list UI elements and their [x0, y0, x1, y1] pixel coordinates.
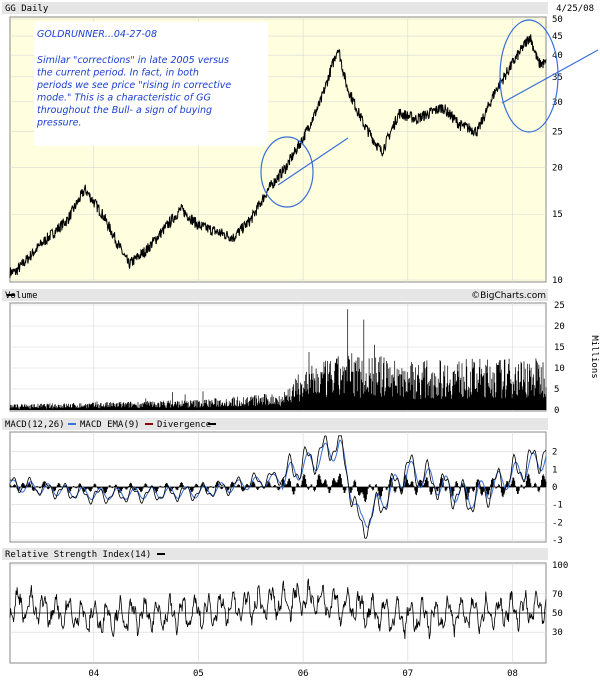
- macd-tick-label: -3: [552, 536, 563, 546]
- price-tick-label: 15: [552, 210, 563, 220]
- price-header-bar: [2, 2, 548, 14]
- price-tick-label: 40: [552, 51, 563, 61]
- macd-tick-label: -2: [552, 518, 563, 528]
- price-panel-title: GG Daily: [5, 4, 49, 14]
- macd-header-bar: [2, 418, 548, 430]
- rsi-header-bar: [2, 548, 548, 560]
- volume-legend-swatch: [7, 294, 15, 296]
- annotation-box: [34, 22, 268, 146]
- annotation-trendline-2008: [501, 49, 599, 104]
- rsi-y-axis: 30 50 70 100: [552, 561, 568, 638]
- macd-y-axis: -3 -2 -1 0 1 2: [552, 448, 563, 546]
- rsi-tick-label: 30: [552, 628, 563, 638]
- price-tick-label: 20: [552, 164, 563, 174]
- x-tick-label: 06: [298, 669, 309, 679]
- volume-y-axis: 0 5 10 15 20 25: [554, 301, 565, 416]
- annotation-text: Similar "corrections" in late 2005 versu…: [36, 55, 231, 129]
- x-axis: 04 05 06 07 08: [88, 669, 518, 679]
- macd-tick-label: 2: [552, 448, 557, 458]
- price-tick-label: 25: [552, 127, 563, 137]
- macd-ema-line: [9, 439, 547, 528]
- volume-tick-label: 10: [554, 364, 565, 374]
- divergence-label: Divergence: [157, 420, 211, 430]
- x-tick-label: 05: [193, 669, 204, 679]
- rsi-tick-label: 50: [552, 609, 563, 619]
- x-tick-label: 07: [402, 669, 413, 679]
- annotation-title: GOLDRUNNER...04-27-08: [37, 29, 157, 40]
- divergence-legend-mark: [208, 423, 216, 425]
- price-tick-label: 50: [552, 15, 563, 25]
- volume-header-bar: [2, 289, 548, 301]
- price-tick-label: 45: [552, 32, 563, 42]
- price-tick-label: 10: [552, 276, 563, 286]
- macd-ema-swatch: [68, 423, 76, 425]
- volume-units-label: Millions: [589, 335, 599, 378]
- volume-tick-label: 20: [554, 322, 565, 332]
- annotation-ellipse-2005: [260, 136, 314, 208]
- rsi-line: [9, 578, 547, 640]
- rsi-label: Relative Strength Index(14): [5, 550, 151, 560]
- volume-panel-title: Volume: [5, 291, 38, 301]
- annotation-line: periods we see price "rising in correcti…: [36, 80, 231, 91]
- x-tick-label: 04: [88, 669, 99, 679]
- rsi-tick-label: 70: [552, 590, 563, 600]
- price-line: [9, 34, 547, 278]
- volume-tick-label: 5: [554, 385, 559, 395]
- macd-line: [9, 435, 547, 539]
- volume-tick-label: 15: [554, 343, 565, 353]
- macd-label: MACD(12,26): [5, 420, 65, 430]
- annotation-trendline-2005: [277, 137, 349, 186]
- macd-tick-label: -1: [552, 501, 563, 511]
- x-tick-label: 08: [507, 669, 518, 679]
- volume-bars: [9, 309, 547, 410]
- volume-bar-series: [9, 309, 547, 410]
- macd-ema-label: MACD EMA(9): [80, 420, 140, 430]
- annotation-line: Similar "corrections" in late 2005 versu…: [37, 55, 229, 66]
- volume-tick-label: 0: [554, 406, 559, 416]
- rsi-legend-swatch: [157, 553, 165, 555]
- price-tick-label: 30: [552, 98, 563, 108]
- annotation-line: the current period. In fact, in both: [37, 68, 199, 79]
- divergence-swatch: [145, 423, 153, 425]
- annotation-line: pressure.: [36, 118, 81, 129]
- volume-tick-label: 25: [554, 301, 565, 311]
- annotation-line: mode." This is a characteristic of GG: [37, 93, 211, 104]
- watermark: ©BigCharts.com: [471, 291, 546, 301]
- chart-date: 4/25/08: [556, 4, 594, 14]
- macd-tick-label: 1: [552, 465, 557, 475]
- macd-tick-label: 0: [552, 483, 557, 493]
- annotation-line: throughout the Bull- a sign of buying: [37, 105, 212, 116]
- annotation-ellipse-2008: [499, 19, 559, 133]
- rsi-tick-label: 100: [552, 561, 568, 571]
